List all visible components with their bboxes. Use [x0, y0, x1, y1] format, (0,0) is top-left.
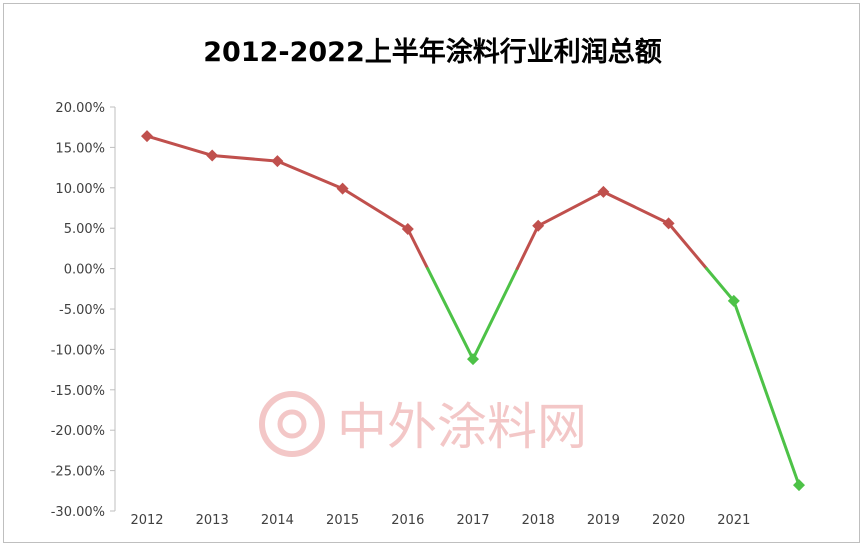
y-tick-label: -5.00% [59, 303, 105, 318]
y-tick-label: -15.00% [51, 384, 105, 399]
y-tick-label: -30.00% [51, 505, 105, 520]
x-tick-label: 2018 [522, 513, 555, 528]
series-line-segment [601, 190, 671, 225]
watermark-text: 中外涂料网 [337, 398, 587, 456]
x-tick-label: 2014 [261, 513, 294, 528]
data-point-marker [336, 182, 349, 195]
x-tick-labels: 2012 2013 2014 2015 2016 2017 2018 2019 2020 2021 [130, 513, 750, 528]
x-tick-label: 2019 [587, 513, 620, 528]
series-line-segment [341, 187, 410, 231]
chart-title: 2012-2022上半年涂料行业利润总额 [203, 37, 662, 68]
x-tick-label: 2020 [652, 513, 685, 528]
y-axis [110, 106, 116, 512]
data-point-marker [597, 185, 610, 198]
series-line-segment [145, 134, 214, 157]
x-tick-label: 2013 [196, 513, 229, 528]
y-tick-label: 10.00% [55, 182, 105, 197]
x-tick-label: 2015 [326, 513, 359, 528]
series-line-segment [275, 159, 345, 191]
y-tick-label: 5.00% [64, 222, 105, 237]
data-point-marker [141, 130, 153, 143]
series-line-segment [705, 267, 736, 303]
data-point-marker [727, 294, 740, 307]
series-line-segment [426, 267, 475, 361]
y-tick-labels: 20.00% 15.00% 10.00% 5.00% 0.00% -5.00% -10.00… [51, 101, 105, 520]
series-line-segment [536, 190, 605, 228]
data-point-marker [401, 223, 414, 236]
watermark: 中外涂料网 [259, 391, 587, 457]
watermark-logo-inner-icon [277, 409, 307, 439]
data-point-marker [206, 149, 219, 162]
y-tick-label: 20.00% [55, 101, 105, 116]
y-tick-label: -25.00% [51, 465, 105, 480]
y-tick-label: -20.00% [51, 424, 105, 439]
x-tick-label: 2017 [456, 513, 489, 528]
series-line [145, 134, 801, 487]
series-line-segment [732, 299, 801, 487]
series-line-segment [667, 221, 709, 271]
x-tick-label: 2016 [391, 513, 424, 528]
y-tick-label: 0.00% [64, 263, 105, 278]
series-line-segment [515, 224, 540, 271]
series-line-segment [406, 227, 430, 271]
y-tick-label: -10.00% [51, 343, 105, 358]
data-point-marker [532, 219, 545, 232]
data-point-marker [467, 353, 479, 366]
series-line-segment [471, 267, 519, 361]
data-point-marker [271, 155, 284, 168]
data-point-marker [793, 479, 805, 492]
series-markers [141, 130, 805, 492]
x-tick-label: 2021 [717, 513, 750, 528]
x-tick-label: 2012 [130, 513, 163, 528]
watermark-logo-icon [259, 391, 325, 457]
series-line-segment [210, 153, 279, 163]
data-point-marker [662, 217, 675, 230]
y-tick-label: 15.00% [55, 141, 105, 156]
